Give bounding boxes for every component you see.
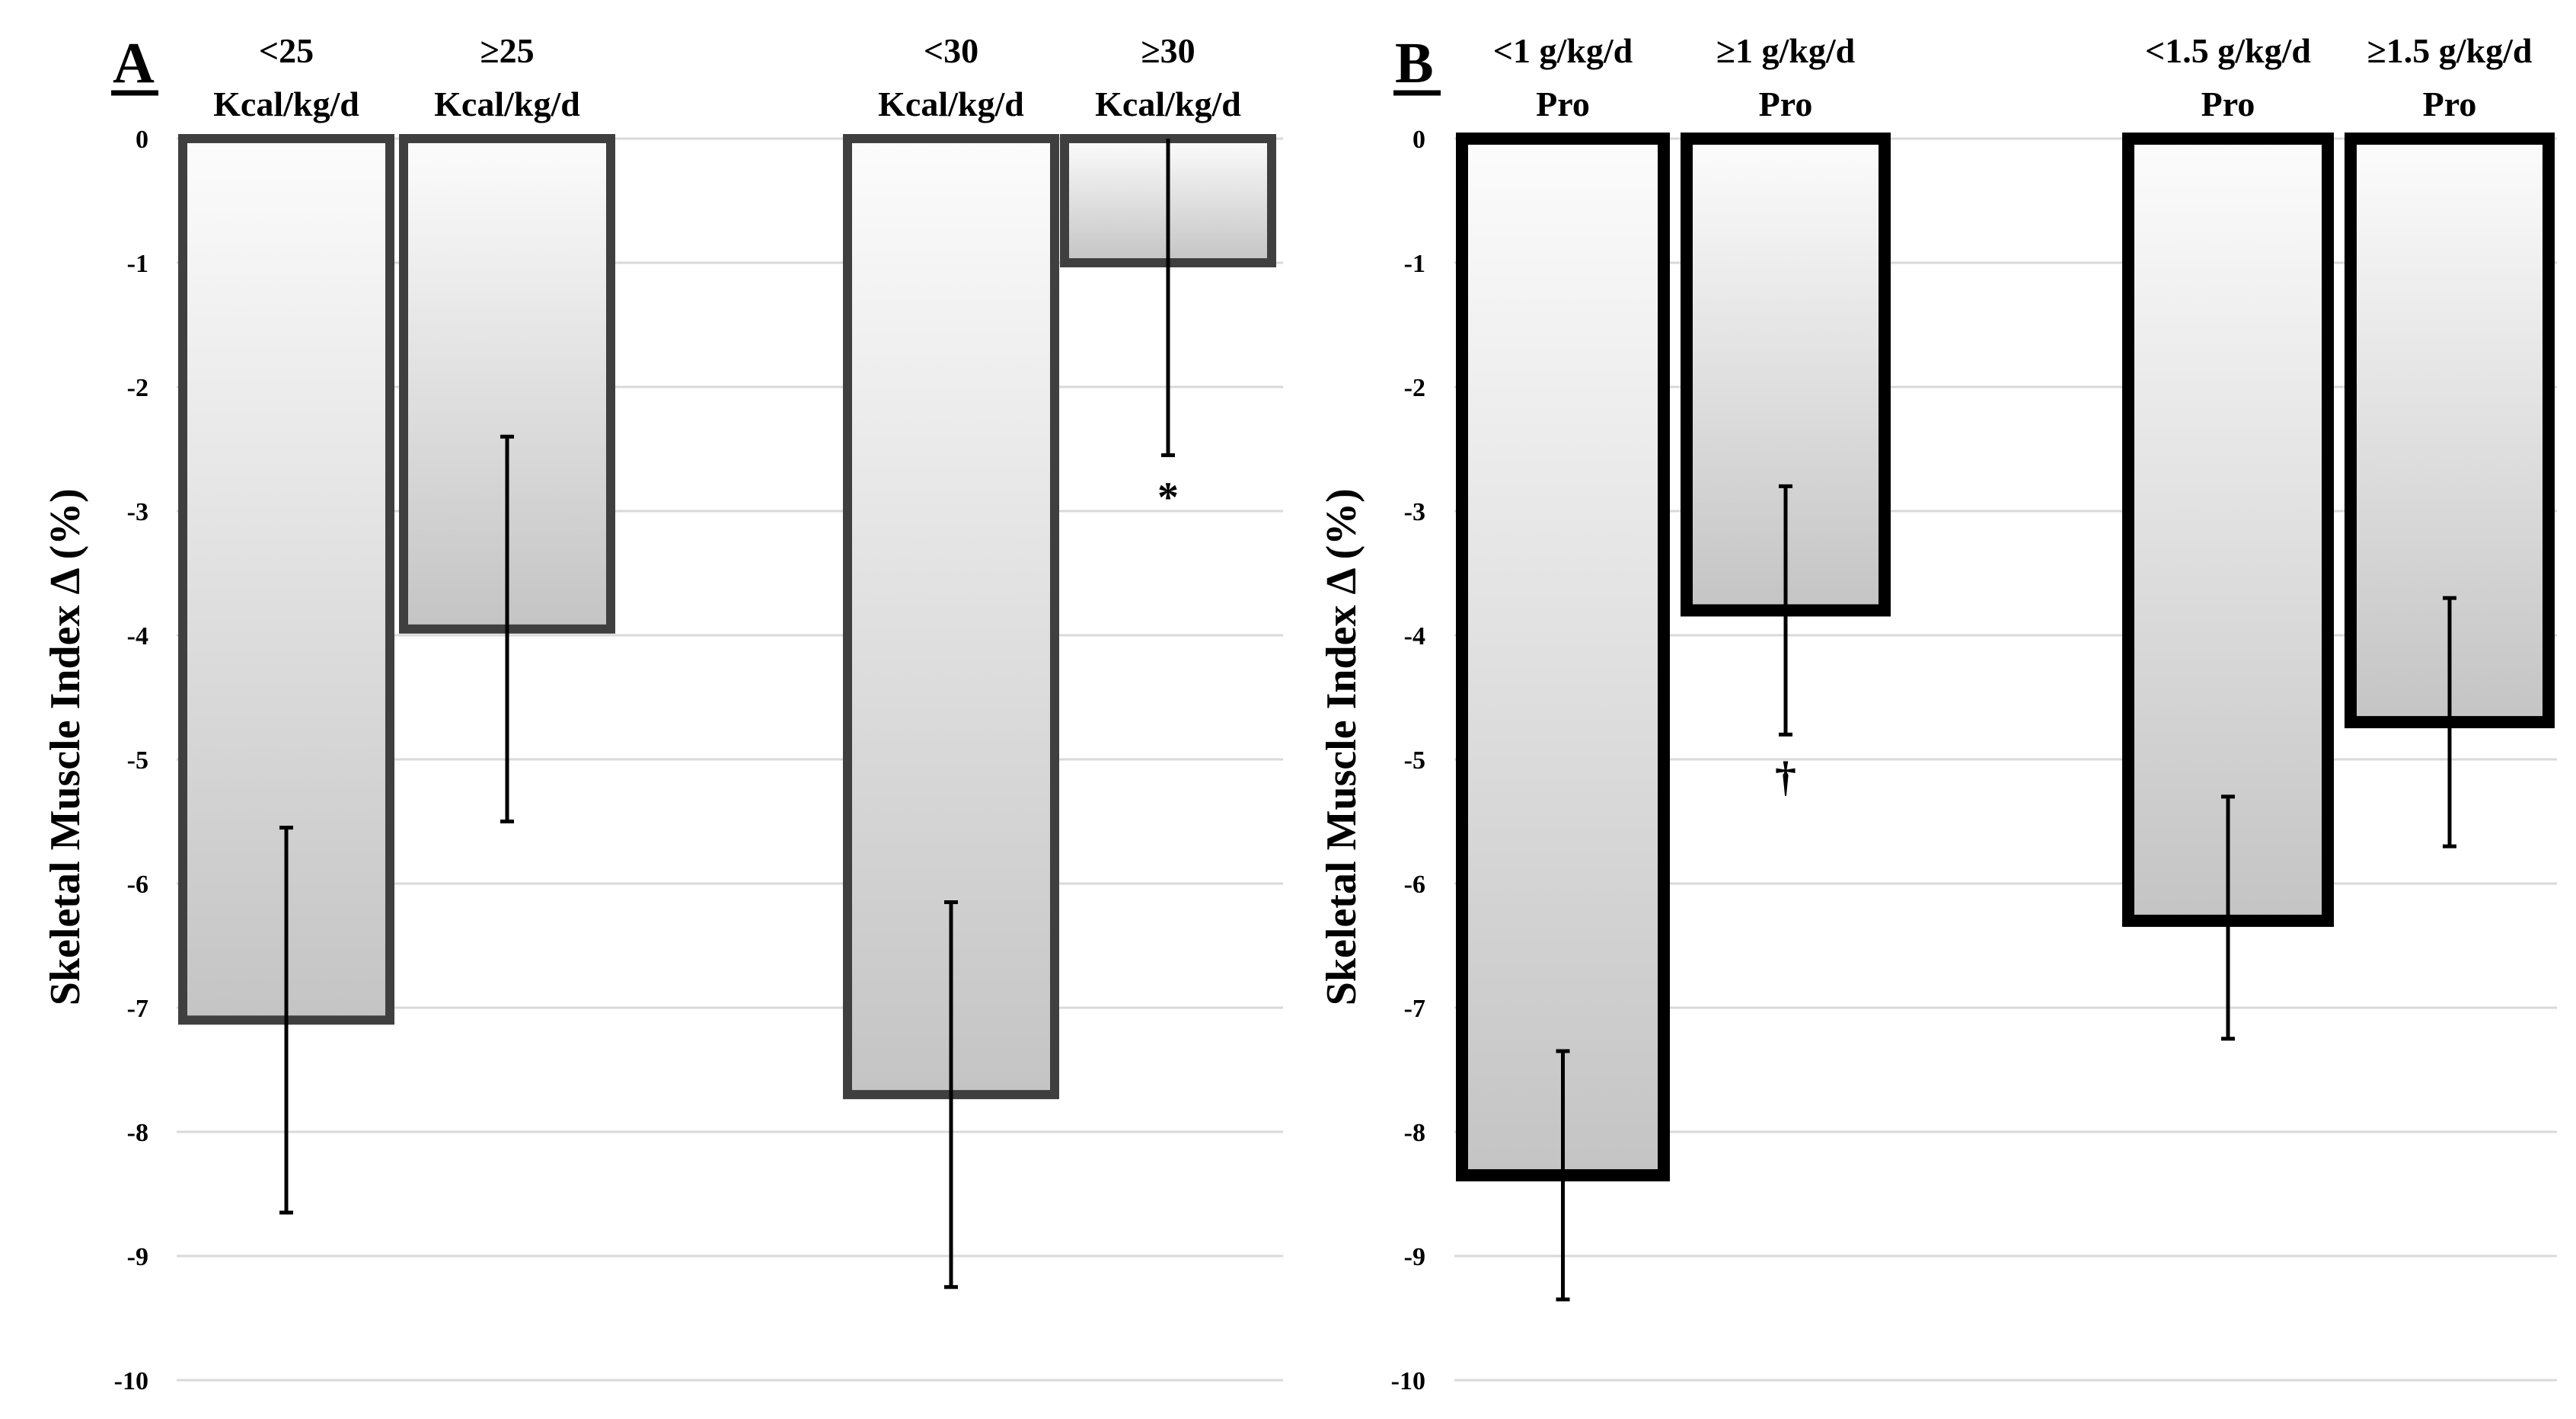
y-tick-label: -8 [1404, 1119, 1425, 1147]
y-tick-label: -4 [127, 622, 148, 650]
y-tick-label: -7 [1404, 995, 1425, 1023]
significance-marker: † [1775, 753, 1796, 801]
y-tick-label: -9 [127, 1243, 148, 1271]
category-label: Pro [2423, 85, 2477, 123]
y-tick-label: -6 [1404, 871, 1425, 899]
panel-label: B [1395, 31, 1434, 95]
y-tick-label: 0 [136, 126, 148, 154]
significance-marker: * [1157, 475, 1179, 522]
panel-a: 0 -1 -2 -3 -4 -5 -6 -7 -8 -9 -10 Skeletal Muscle In… [42, 31, 1283, 1395]
y-tick-label: -2 [127, 374, 148, 402]
category-label: Pro [1536, 85, 1590, 123]
category-label: Kcal/kg/d [1095, 85, 1241, 123]
y-tick-label: 0 [1412, 126, 1425, 154]
y-tick-label: -8 [127, 1119, 148, 1147]
y-tick-label: -4 [1404, 622, 1425, 650]
y-tick-label: -1 [1404, 250, 1425, 278]
category-label: <1.5 g/kg/d [2145, 31, 2311, 70]
y-tick-label: -3 [1404, 498, 1425, 526]
y-tick-label: -5 [1404, 746, 1425, 775]
y-tick-label: -1 [127, 250, 148, 278]
y-tick-label: -6 [127, 871, 148, 899]
category-label: Kcal/kg/d [878, 85, 1024, 123]
y-axis-label: Skeletal Muscle Index Δ (%) [42, 488, 89, 1005]
y-tick-label: -3 [127, 498, 148, 526]
panel-label: A [113, 31, 155, 95]
panel-b: 0 -1 -2 -3 -4 -5 -6 -7 -8 -9 -10 Skeletal Muscle In… [1318, 31, 2557, 1395]
y-axis-label: Skeletal Muscle Index Δ (%) [1318, 488, 1365, 1005]
bar [1456, 133, 1670, 1182]
y-tick-label: -2 [1404, 374, 1425, 402]
category-label: Pro [1759, 85, 1813, 123]
y-tick-label: -9 [1404, 1243, 1425, 1271]
y-tick-label: -7 [127, 995, 148, 1023]
category-label: Pro [2201, 85, 2255, 123]
category-label: ≥25 [480, 31, 534, 70]
y-tick-label: -10 [1391, 1367, 1425, 1395]
bar [2122, 133, 2334, 927]
category-label: <30 [924, 31, 978, 70]
category-label: Kcal/kg/d [434, 85, 580, 123]
category-label: <1 g/kg/d [1493, 31, 1633, 70]
category-label: ≥1 g/kg/d [1716, 31, 1856, 70]
category-label: ≥30 [1141, 31, 1195, 70]
category-label: Kcal/kg/d [213, 85, 359, 123]
y-tick-label: -10 [114, 1367, 148, 1395]
category-label: <25 [259, 31, 314, 70]
y-tick-label: -5 [127, 746, 148, 775]
category-label: ≥1.5 g/kg/d [2367, 31, 2533, 70]
